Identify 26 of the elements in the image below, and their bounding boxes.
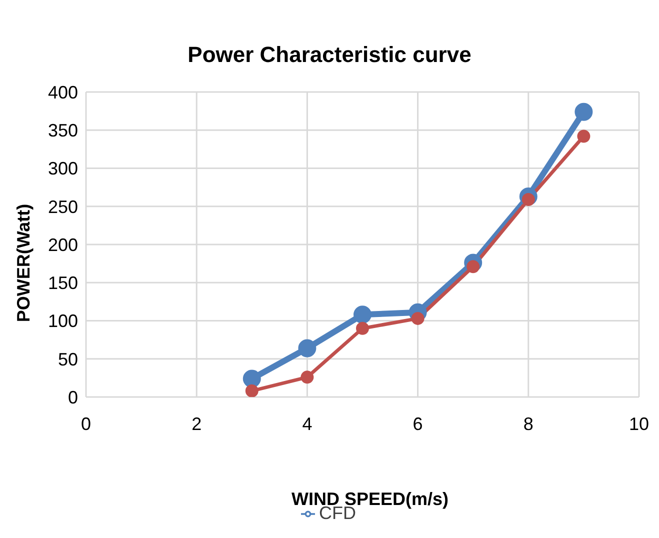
x-tick-label: 4 [302, 414, 312, 434]
x-tick-label: 2 [192, 414, 202, 434]
y-tick-label: 50 [58, 349, 78, 370]
point [574, 102, 593, 121]
x-tick-label: 0 [80, 414, 92, 434]
point [300, 370, 314, 384]
y-tick-label: 150 [48, 273, 78, 294]
x-tick-label: 8 [523, 414, 534, 434]
point [354, 306, 372, 324]
chart-title: Power Characteristic curve [186, 42, 472, 68]
point [245, 384, 258, 397]
y-tick-label: 400 [48, 82, 78, 102]
point [242, 370, 261, 388]
x-tick-label: 6 [412, 414, 423, 434]
y-tick-label: 350 [48, 120, 78, 141]
y-tick-label: 300 [48, 158, 78, 179]
point [411, 312, 424, 325]
point [577, 130, 590, 143]
y-tick-label: 250 [48, 196, 78, 217]
y-tick-label: 100 [48, 311, 78, 332]
y-axis-title: POWER(Watt) [14, 204, 34, 322]
y-tick-label: 0 [68, 387, 78, 408]
x-tick-label: 10 [628, 414, 650, 434]
point [356, 322, 369, 335]
point [298, 339, 316, 358]
y-tick-label: 200 [48, 234, 78, 255]
